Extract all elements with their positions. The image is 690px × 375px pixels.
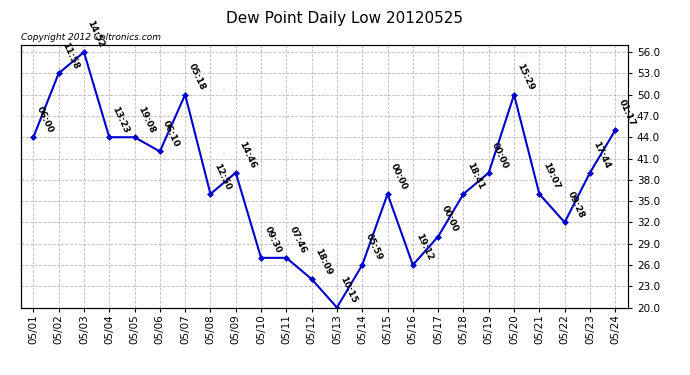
- Text: 19:07: 19:07: [541, 161, 561, 191]
- Text: 11:58: 11:58: [60, 41, 80, 70]
- Text: 15:29: 15:29: [515, 62, 535, 92]
- Text: 00:00: 00:00: [389, 162, 409, 191]
- Text: 05:59: 05:59: [364, 232, 384, 262]
- Text: 13:23: 13:23: [110, 105, 131, 135]
- Text: 18:41: 18:41: [465, 161, 485, 191]
- Text: 00:00: 00:00: [440, 204, 460, 234]
- Text: 14:52: 14:52: [86, 20, 106, 50]
- Text: 10:15: 10:15: [338, 275, 359, 305]
- Text: Copyright 2012 Coltronics.com: Copyright 2012 Coltronics.com: [21, 33, 161, 42]
- Text: 09:30: 09:30: [262, 225, 283, 255]
- Text: 06:00: 06:00: [34, 105, 55, 135]
- Text: 19:12: 19:12: [414, 232, 435, 262]
- Text: 05:18: 05:18: [186, 62, 207, 92]
- Text: 09:28: 09:28: [566, 190, 586, 220]
- Text: 19:08: 19:08: [136, 105, 156, 135]
- Text: 14:46: 14:46: [237, 140, 257, 170]
- Text: 01:17: 01:17: [617, 98, 637, 128]
- Text: 18:09: 18:09: [313, 247, 333, 276]
- Text: 17:44: 17:44: [591, 140, 612, 170]
- Text: 07:46: 07:46: [288, 225, 308, 255]
- Text: Dew Point Daily Low 20120525: Dew Point Daily Low 20120525: [226, 11, 464, 26]
- Text: 12:50: 12:50: [212, 162, 232, 191]
- Text: 00:00: 00:00: [490, 141, 510, 170]
- Text: 06:10: 06:10: [161, 119, 181, 148]
